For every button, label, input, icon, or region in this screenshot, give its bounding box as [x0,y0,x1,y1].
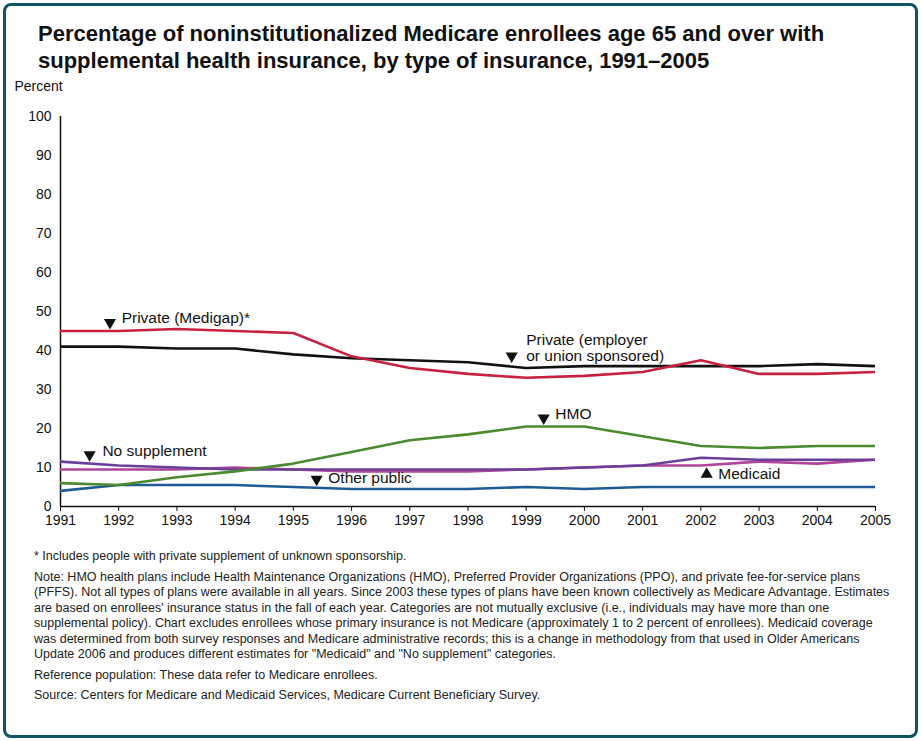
svg-text:1991: 1991 [45,512,76,528]
svg-text:Private (Medigap)*: Private (Medigap)* [122,309,250,326]
svg-text:10: 10 [36,459,52,475]
svg-text:40: 40 [36,342,52,358]
svg-text:50: 50 [36,303,52,319]
svg-text:Private (employeror union spon: Private (employeror union sponsored) [526,331,664,364]
svg-text:1994: 1994 [220,512,251,528]
svg-text:1998: 1998 [452,512,483,528]
svg-text:100: 100 [28,108,52,124]
html-text:Source: Centers for Medicare a: Source: Centers for Medicare and Medicai… [34,688,541,702]
svg-text:Percent: Percent [15,78,63,94]
svg-text:Medicaid: Medicaid [718,465,780,482]
svg-text:1995: 1995 [278,512,309,528]
svg-text:1996: 1996 [336,512,367,528]
svg-text:2005: 2005 [860,512,891,528]
svg-text:No supplement: No supplement [102,442,207,459]
svg-text:1992: 1992 [103,512,134,528]
svg-text:1999: 1999 [511,512,542,528]
svg-text:2004: 2004 [802,512,833,528]
svg-text:Other public: Other public [328,469,412,486]
svg-text:HMO: HMO [555,405,591,422]
svg-text:80: 80 [36,186,52,202]
html-text:* Includes people with private: * Includes people with private supplemen… [34,549,407,563]
svg-text:2001: 2001 [627,512,658,528]
svg-text:20: 20 [36,420,52,436]
svg-text:60: 60 [36,264,52,280]
svg-text:1997: 1997 [394,512,425,528]
svg-text:2002: 2002 [685,512,716,528]
svg-text:90: 90 [36,147,52,163]
svg-text:2000: 2000 [569,512,600,528]
html-text:Note: HMO health plans include: Note: HMO health plans include Health Ma… [34,569,890,661]
svg-text:0: 0 [44,498,52,514]
svg-text:30: 30 [36,381,52,397]
html-text:Percentage of noninstitutional: Percentage of noninstitutionalized Medic… [38,21,825,73]
svg-text:70: 70 [36,225,52,241]
svg-text:2003: 2003 [743,512,774,528]
svg-text:1993: 1993 [161,512,192,528]
html-text:Reference population: These da: Reference population: These data refer t… [34,667,378,682]
